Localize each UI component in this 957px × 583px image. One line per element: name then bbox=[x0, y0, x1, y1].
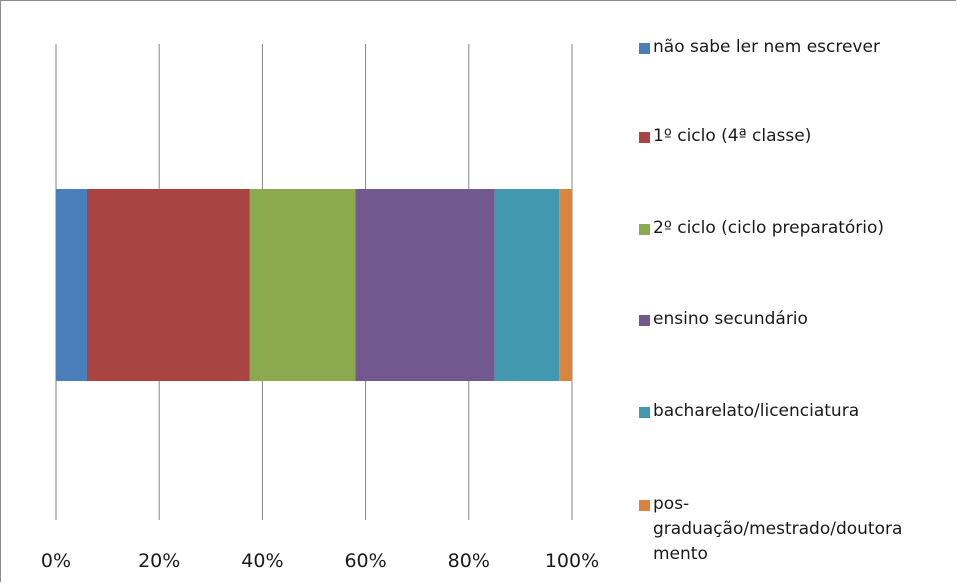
legend-label: pos-graduação/mestrado/doutora mento bbox=[653, 494, 903, 564]
legend-label: 1º ciclo (4ª classe) bbox=[653, 126, 812, 146]
legend-item: bacharelato/licenciatura bbox=[639, 401, 956, 424]
legend-item: 1º ciclo (4ª classe) bbox=[639, 126, 956, 149]
x-tick-label: 100% bbox=[545, 550, 599, 572]
legend-swatch bbox=[639, 224, 650, 235]
bar-segment bbox=[86, 189, 250, 381]
bar-segment bbox=[249, 189, 356, 381]
legend-item: 2º ciclo (ciclo preparatório) bbox=[639, 218, 956, 241]
legend-item: ensino secundário bbox=[639, 309, 956, 332]
legend-label: não sabe ler nem escrever bbox=[653, 37, 880, 57]
legend-swatch bbox=[639, 315, 650, 326]
x-tick-label: 20% bbox=[138, 550, 180, 572]
legend-item: pos-graduação/mestrado/doutora mento bbox=[639, 494, 956, 567]
legend-swatch bbox=[639, 132, 650, 143]
bar-segment bbox=[559, 189, 572, 381]
bar-segment bbox=[494, 189, 560, 381]
x-tick-label: 80% bbox=[448, 550, 490, 572]
legend-label: 2º ciclo (ciclo preparatório) bbox=[653, 218, 885, 238]
x-tick-label: 0% bbox=[41, 550, 71, 572]
legend-label: bacharelato/licenciatura bbox=[653, 401, 860, 421]
x-tick-label: 40% bbox=[241, 550, 283, 572]
legend-label: ensino secundário bbox=[653, 309, 808, 329]
stacked-bar bbox=[56, 189, 572, 381]
x-axis-tick-labels: 0% 20% 40% 60% 80% 100% bbox=[41, 550, 599, 572]
bar-segment bbox=[355, 189, 495, 381]
x-tick-label: 60% bbox=[344, 550, 386, 572]
bar-segment bbox=[56, 189, 87, 381]
legend-swatch bbox=[639, 407, 650, 418]
legend-swatch bbox=[639, 500, 650, 511]
legend-item: não sabe ler nem escrever bbox=[639, 37, 956, 60]
legend-swatch bbox=[639, 43, 650, 54]
